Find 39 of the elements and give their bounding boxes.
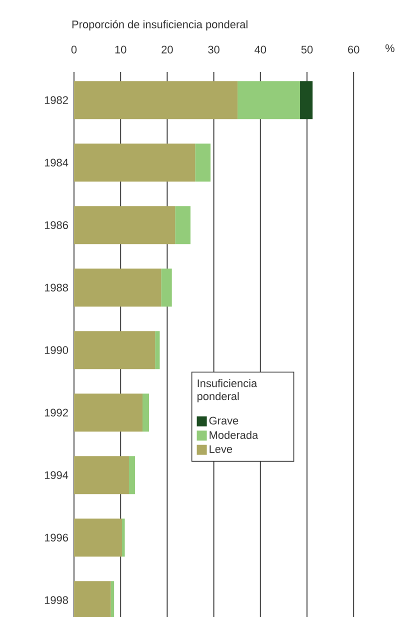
y-tick-label: 1998 [44, 596, 68, 604]
bar [161, 268, 172, 307]
y-tick-label: 1986 [44, 221, 68, 230]
bar [74, 331, 156, 370]
y-tick-label: 1984 [44, 158, 68, 167]
legend-label: Moderada [210, 430, 258, 439]
legend-title: Insuficiencia ponderal [198, 379, 258, 402]
y-tick-label: 1988 [44, 284, 68, 292]
bar [74, 394, 143, 432]
bar [74, 144, 196, 182]
bar [142, 394, 150, 432]
bar [238, 81, 300, 120]
bar [74, 518, 122, 557]
bar [74, 268, 162, 307]
y-tick-label: 1982 [44, 96, 68, 104]
text: % [385, 44, 394, 52]
legend-label: Grave [209, 416, 238, 425]
x-tick-label: 30 [208, 46, 220, 54]
bar [122, 518, 125, 557]
bar [74, 456, 129, 494]
y-tick-label: 1990 [44, 346, 68, 354]
bar [155, 331, 160, 370]
x-axis-title: Proporción de insuficiencia ponderal [72, 20, 248, 30]
y-tick-label: 1996 [44, 534, 68, 542]
x-tick-label: 0 [71, 46, 77, 54]
bar [195, 144, 211, 182]
x-tick-label: 40 [254, 46, 266, 54]
x-tick-label: 10 [115, 46, 126, 54]
x-tick-label: 60 [348, 46, 360, 54]
bar [74, 81, 238, 120]
legend-label: Leve [210, 445, 232, 453]
y-tick-label: 1994 [44, 471, 68, 480]
y-tick-label: 1992 [44, 408, 68, 417]
x-tick-label: 50 [301, 46, 313, 54]
bar [300, 81, 313, 120]
bar [128, 456, 136, 494]
bar [175, 206, 190, 244]
bar [74, 206, 176, 244]
x-tick-label: 20 [162, 46, 173, 54]
